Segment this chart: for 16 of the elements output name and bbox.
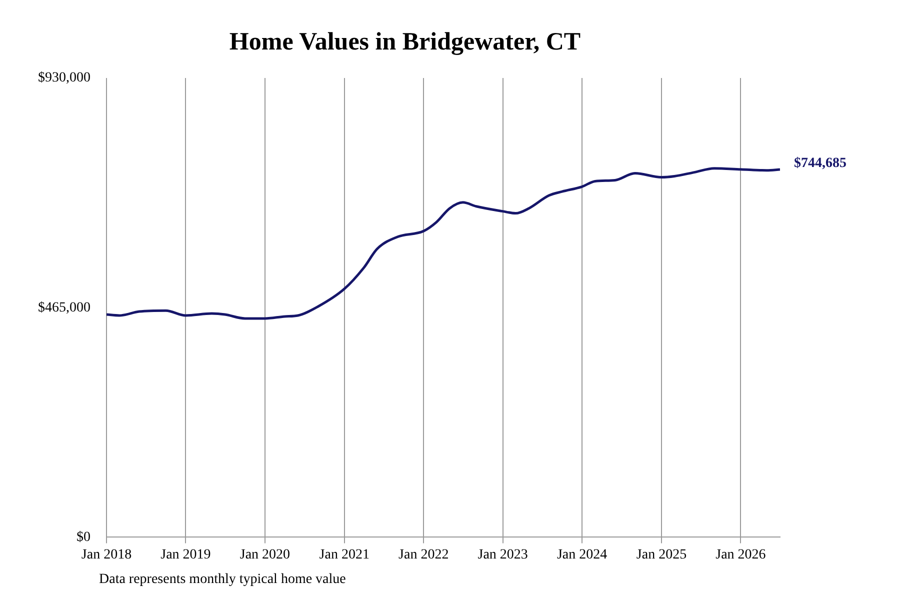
y-tick-label: $930,000 [38,70,90,86]
x-tick-label: Jan 2022 [398,547,449,562]
x-tick-label: Jan 2019 [160,547,211,562]
x-tick-label: Jan 2020 [240,547,290,562]
x-tick-label: Jan 2023 [478,547,528,562]
line-series [106,167,780,320]
y-tick-label: $0 [76,530,90,545]
x-tick-label: Jan 2026 [716,547,766,562]
y-tick-label: $465,000 [38,300,90,316]
text: Data represents monthly typical home value [99,572,346,588]
annotation: $744,685 [794,156,846,172]
x-tick-label: Jan 2024 [556,547,608,562]
x-tick-label: Jan 2025 [636,547,687,562]
x-tick-label: Jan 2021 [319,547,370,562]
x-tick-label: Jan 2018 [81,547,132,562]
chart-title: Home Values in Bridgewater, CT [229,28,581,56]
